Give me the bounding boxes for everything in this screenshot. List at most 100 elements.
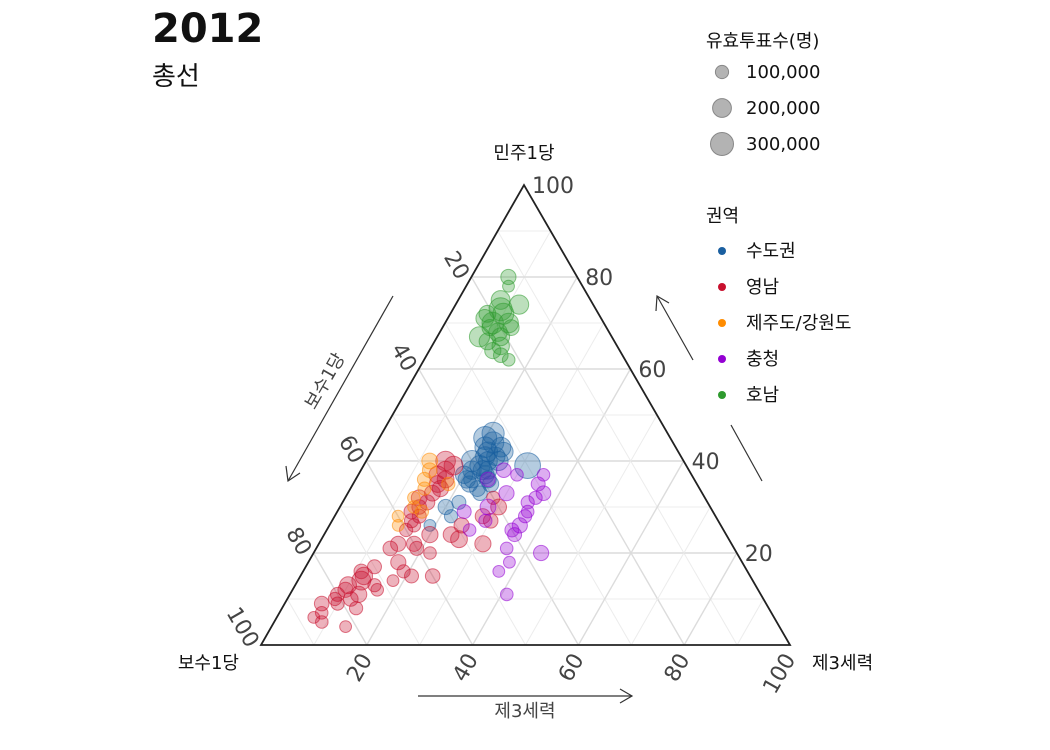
data-point xyxy=(530,476,546,492)
left-axis-title: 보수1당 xyxy=(301,350,350,413)
tick-label-right: 100 xyxy=(532,174,574,199)
data-point xyxy=(481,421,505,445)
size-legend: 유효투표수(명) 100,000 200,000 300,000 xyxy=(706,31,820,156)
data-point xyxy=(442,526,460,543)
data-point xyxy=(514,452,541,480)
size-legend-label: 200,000 xyxy=(746,98,820,119)
size-legend-title: 유효투표수(명) xyxy=(706,31,819,52)
data-point xyxy=(424,484,441,502)
data-point xyxy=(307,611,321,624)
color-legend-label: 호남 xyxy=(746,385,779,406)
tick-label-bottom: 60 xyxy=(554,650,590,687)
size-legend-label: 300,000 xyxy=(746,134,820,155)
data-point xyxy=(406,518,422,533)
tick-label-left: 20 xyxy=(438,247,474,284)
data-point xyxy=(510,468,524,482)
data-point xyxy=(456,504,472,520)
data-point xyxy=(508,294,530,315)
data-point xyxy=(391,509,405,523)
gridline xyxy=(577,460,685,646)
data-point xyxy=(462,523,477,537)
data-point xyxy=(491,336,510,356)
data-point xyxy=(421,452,439,470)
data-point xyxy=(337,581,354,598)
color-legend-label: 영남 xyxy=(746,277,779,298)
gridline xyxy=(683,552,738,646)
data-point xyxy=(349,601,364,616)
color-legend-marker xyxy=(718,391,726,399)
tick-label-left: 60 xyxy=(333,431,369,468)
data-point xyxy=(431,480,449,498)
data-point xyxy=(533,544,550,562)
data-point xyxy=(511,517,528,534)
bottom-axis-arrowhead xyxy=(619,688,634,704)
data-point xyxy=(450,530,468,549)
data-point xyxy=(502,279,515,293)
bottom-axis-title: 제3세력 xyxy=(494,701,555,722)
vertex-label-right: 제3세력 xyxy=(812,653,873,674)
color-legend-label: 충청 xyxy=(746,349,779,370)
gridline xyxy=(339,506,421,646)
tick-label-left: 100 xyxy=(221,603,264,652)
data-point xyxy=(484,342,502,360)
data-point xyxy=(475,309,495,328)
color-legend-marker xyxy=(718,355,726,363)
data-point xyxy=(313,595,330,612)
data-point xyxy=(490,290,511,310)
gridline xyxy=(392,414,526,646)
data-point xyxy=(409,540,425,556)
tick-label-left: 40 xyxy=(386,339,422,376)
data-point xyxy=(396,564,411,579)
data-point xyxy=(315,615,329,629)
data-point xyxy=(500,587,514,602)
data-point xyxy=(414,504,429,519)
left-axis-arrow xyxy=(287,295,394,482)
data-point xyxy=(399,522,414,538)
data-point xyxy=(474,535,492,553)
data-point xyxy=(493,347,509,364)
data-point xyxy=(478,451,498,471)
size-legend-circle xyxy=(712,98,732,118)
data-point xyxy=(421,526,439,544)
color-legend-marker xyxy=(718,283,726,291)
data-point xyxy=(421,462,438,479)
data-point xyxy=(417,481,432,496)
gridline xyxy=(525,414,658,646)
gridline xyxy=(497,230,738,646)
gridline xyxy=(736,598,764,646)
data-point xyxy=(482,513,499,529)
gridline xyxy=(444,322,632,646)
tick-label-right: 80 xyxy=(585,266,613,291)
color-legend-label: 수도권 xyxy=(746,241,796,262)
color-legend-marker xyxy=(718,247,726,255)
data-point xyxy=(507,527,523,543)
data-point xyxy=(462,460,482,480)
data-point xyxy=(472,485,488,502)
data-point xyxy=(386,574,400,587)
data-point xyxy=(457,470,476,489)
data-point xyxy=(390,535,407,552)
chart-title-year: 2012 xyxy=(152,6,264,52)
data-point xyxy=(492,565,506,578)
data-point xyxy=(501,353,516,367)
gridline xyxy=(419,322,605,646)
color-legend-marker xyxy=(718,319,726,327)
tick-label-bottom: 80 xyxy=(660,650,696,687)
gridline xyxy=(630,506,711,646)
data-point xyxy=(500,268,517,286)
data-point xyxy=(424,568,441,584)
data-point xyxy=(423,519,437,532)
data-point xyxy=(423,546,437,560)
color-legend-title: 권역 xyxy=(706,206,739,227)
data-point xyxy=(520,504,535,519)
right-axis-arrowhead xyxy=(655,294,670,312)
size-legend-label: 100,000 xyxy=(746,62,820,83)
gridline xyxy=(286,598,315,646)
data-point xyxy=(391,519,405,532)
tick-label-bottom: 40 xyxy=(448,650,484,687)
tick-label-left: 80 xyxy=(280,523,316,560)
data-point xyxy=(382,540,399,557)
data-point xyxy=(479,498,497,516)
